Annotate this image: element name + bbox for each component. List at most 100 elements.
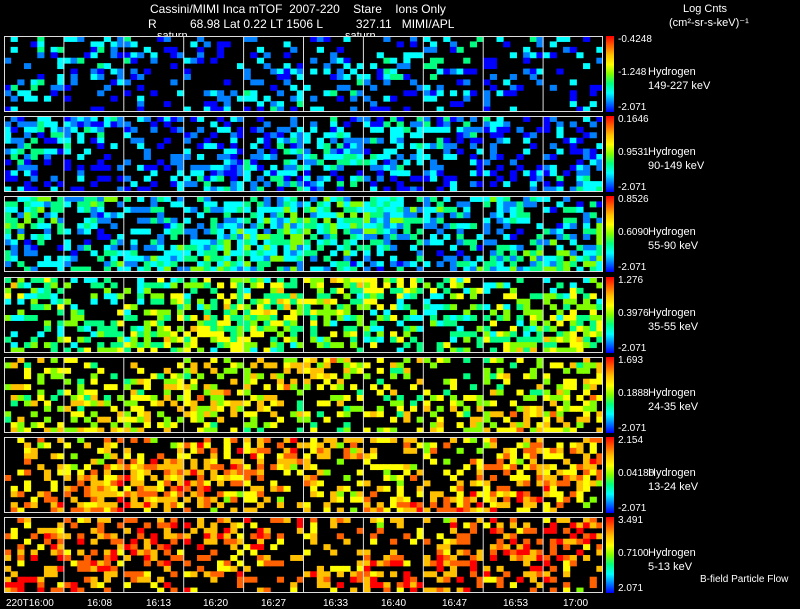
heatmap-cell: [203, 90, 211, 97]
heatmap-cell: [376, 527, 384, 534]
heatmap-cell: [236, 549, 245, 556]
heatmap-cell: [503, 491, 511, 498]
heatmap-cell: [57, 522, 65, 529]
heatmap-cell: [343, 325, 351, 332]
heatmap-cell: [97, 491, 105, 498]
heatmap-cell: [223, 106, 231, 112]
heatmap-cell: [436, 121, 444, 128]
heatmap-cell: [276, 196, 285, 202]
heatmap-cell: [343, 266, 351, 272]
energy-range-label: 24-35 keV: [648, 401, 699, 413]
heatmap-cell: [83, 442, 92, 449]
heatmap-cell: [30, 336, 38, 343]
heatmap-cell: [263, 362, 271, 369]
heatmap-cell: [137, 576, 145, 583]
heatmap-cell: [143, 538, 151, 545]
heatmap-cell: [17, 186, 25, 192]
heatmap-cell: [236, 201, 245, 208]
heatmap-cell: [203, 533, 211, 540]
heatmap-cell: [390, 571, 398, 578]
heatmap-cell: [256, 164, 265, 171]
heatmap-cell: [310, 212, 318, 219]
heatmap-cell: [416, 277, 424, 283]
heatmap-cell: [183, 507, 191, 513]
heatmap-cell: [276, 320, 285, 327]
heatmap-cell: [236, 217, 245, 224]
heatmap-cell: [523, 217, 531, 224]
heatmap-cell: [589, 148, 597, 155]
heatmap-cell: [449, 378, 458, 385]
heatmap-cell: [496, 266, 504, 272]
heatmap-cell: [63, 533, 72, 540]
heatmap-cell: [583, 485, 591, 492]
heatmap-cell: [97, 143, 105, 150]
heatmap-cell: [37, 126, 45, 133]
heatmap-cell: [363, 576, 371, 583]
heatmap-cell: [449, 90, 458, 97]
heatmap-cell: [523, 266, 531, 272]
heatmap-cell: [110, 422, 118, 429]
heatmap-cell: [210, 90, 218, 97]
heatmap-cell: [463, 507, 471, 513]
heatmap-cell: [569, 342, 577, 349]
heatmap-cell: [583, 544, 591, 551]
heatmap-cell: [263, 206, 271, 213]
heatmap-cell: [409, 121, 418, 128]
heatmap-cell: [469, 496, 478, 503]
heatmap-cell: [303, 458, 311, 465]
heatmap-cell: [456, 331, 464, 338]
heatmap-cell: [157, 309, 165, 316]
heatmap-cell: [77, 411, 85, 418]
heatmap-cell: [177, 416, 185, 423]
heatmap-cell: [50, 373, 58, 380]
heatmap-cell: [250, 181, 258, 188]
heatmap-cell: [549, 287, 557, 294]
heatmap-cell: [150, 458, 158, 465]
heatmap-cell: [523, 544, 531, 551]
heatmap-cell: [70, 36, 78, 42]
heatmap-cell: [343, 84, 351, 91]
heatmap-cell: [409, 41, 418, 48]
heatmap-cell: [170, 538, 178, 545]
heatmap-cell: [343, 538, 351, 545]
heatmap-cell: [390, 175, 398, 182]
heatmap-cell: [223, 336, 231, 343]
heatmap-cell: [57, 582, 65, 589]
heatmap-cell: [483, 201, 491, 208]
heatmap-cell: [569, 206, 577, 213]
heatmap-cell: [489, 442, 498, 449]
heatmap-cell: [216, 244, 225, 251]
heatmap-cell: [543, 395, 551, 401]
heatmap-cell: [330, 148, 338, 155]
heatmap-cell: [17, 164, 25, 171]
heatmap-cell: [263, 560, 271, 567]
heatmap-cell: [370, 309, 378, 316]
heatmap-cell: [163, 309, 171, 316]
heatmap-cell: [57, 63, 65, 70]
heatmap-cell: [296, 469, 304, 476]
heatmap-cell: [143, 186, 151, 192]
panel-frame: [4, 357, 603, 433]
heatmap-cell: [310, 325, 318, 332]
heatmap-cell: [443, 320, 451, 327]
heatmap-cell: [403, 464, 411, 471]
heatmap-cell: [516, 201, 524, 208]
heatmap-cell: [97, 121, 105, 128]
heatmap-cell: [476, 181, 484, 188]
heatmap-cell: [370, 538, 378, 545]
heatmap-cell: [117, 175, 125, 182]
heatmap-cell: [316, 491, 324, 498]
heatmap-cell: [536, 464, 544, 471]
heatmap-cell: [276, 400, 285, 407]
heatmap-cell: [290, 137, 298, 144]
heatmap-cell: [296, 555, 304, 561]
heatmap-cell: [123, 52, 131, 59]
heatmap-cell: [23, 522, 32, 529]
heatmap-cell: [596, 154, 603, 160]
heatmap-cell: [503, 469, 511, 476]
heatmap-cell: [137, 101, 145, 108]
heatmap-cell: [23, 293, 32, 300]
heatmap-cell: [483, 522, 491, 529]
heatmap-cell: [37, 52, 45, 59]
heatmap-cell: [323, 304, 331, 311]
